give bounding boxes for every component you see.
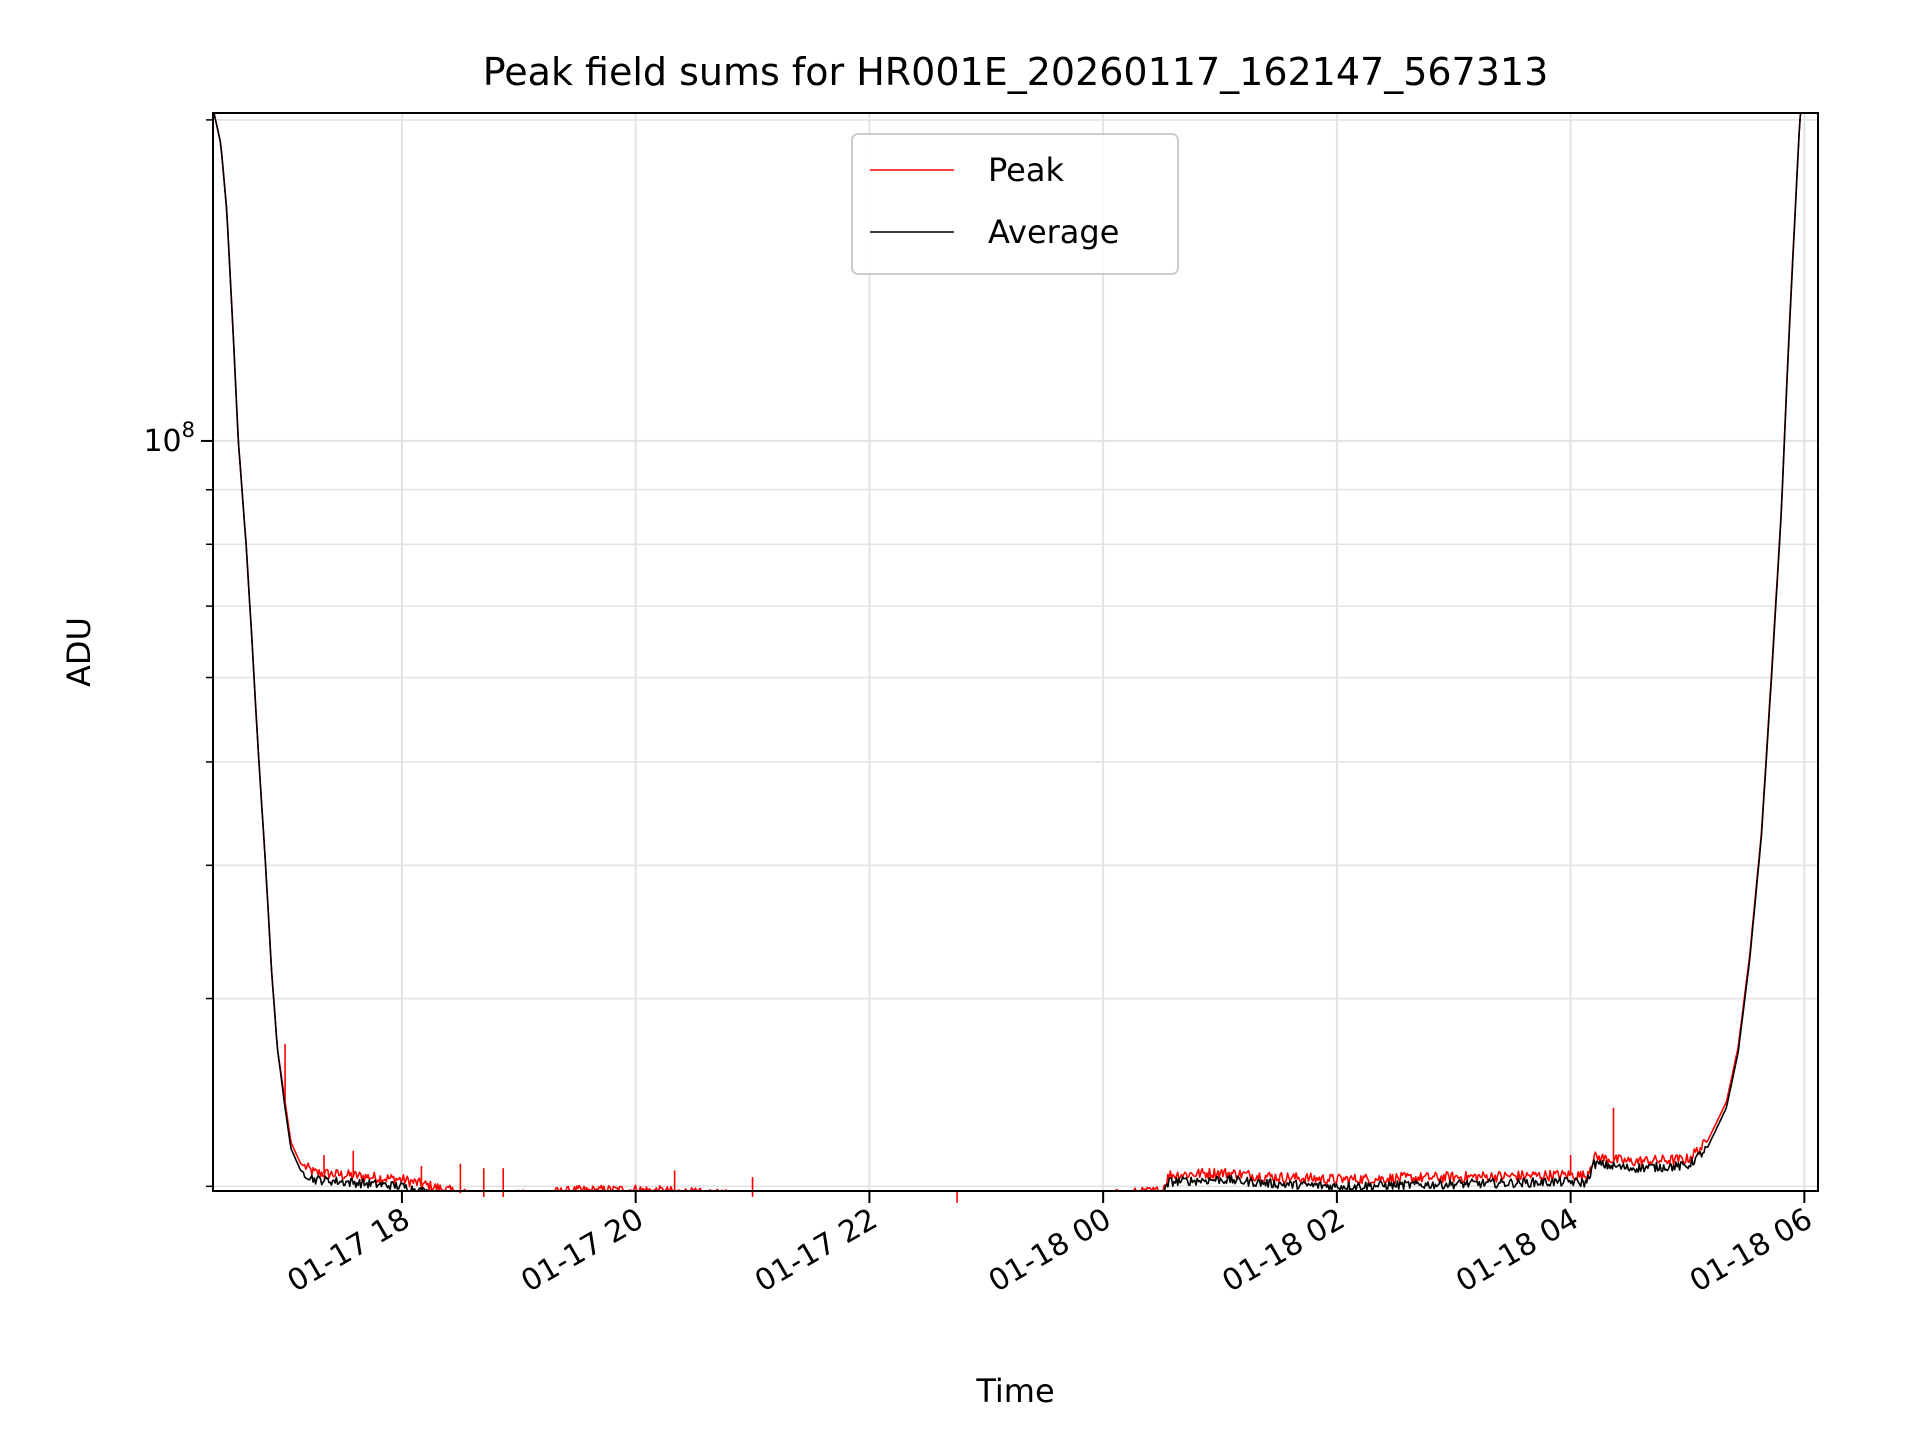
- legend-box: [851, 133, 1179, 275]
- legend-label-average: Average: [988, 213, 1119, 251]
- x-axis-label: Time: [975, 1372, 1054, 1410]
- y-axis-label: ADU: [60, 617, 98, 687]
- legend-label-peak: Peak: [988, 151, 1064, 189]
- chart-title: Peak field sums for HR001E_20260117_1621…: [483, 50, 1549, 94]
- plot-frame: [212, 112, 1819, 1192]
- y-tick-label: 108: [143, 418, 195, 459]
- legend: Peak Average: [851, 133, 1179, 275]
- grid: [213, 113, 1818, 1191]
